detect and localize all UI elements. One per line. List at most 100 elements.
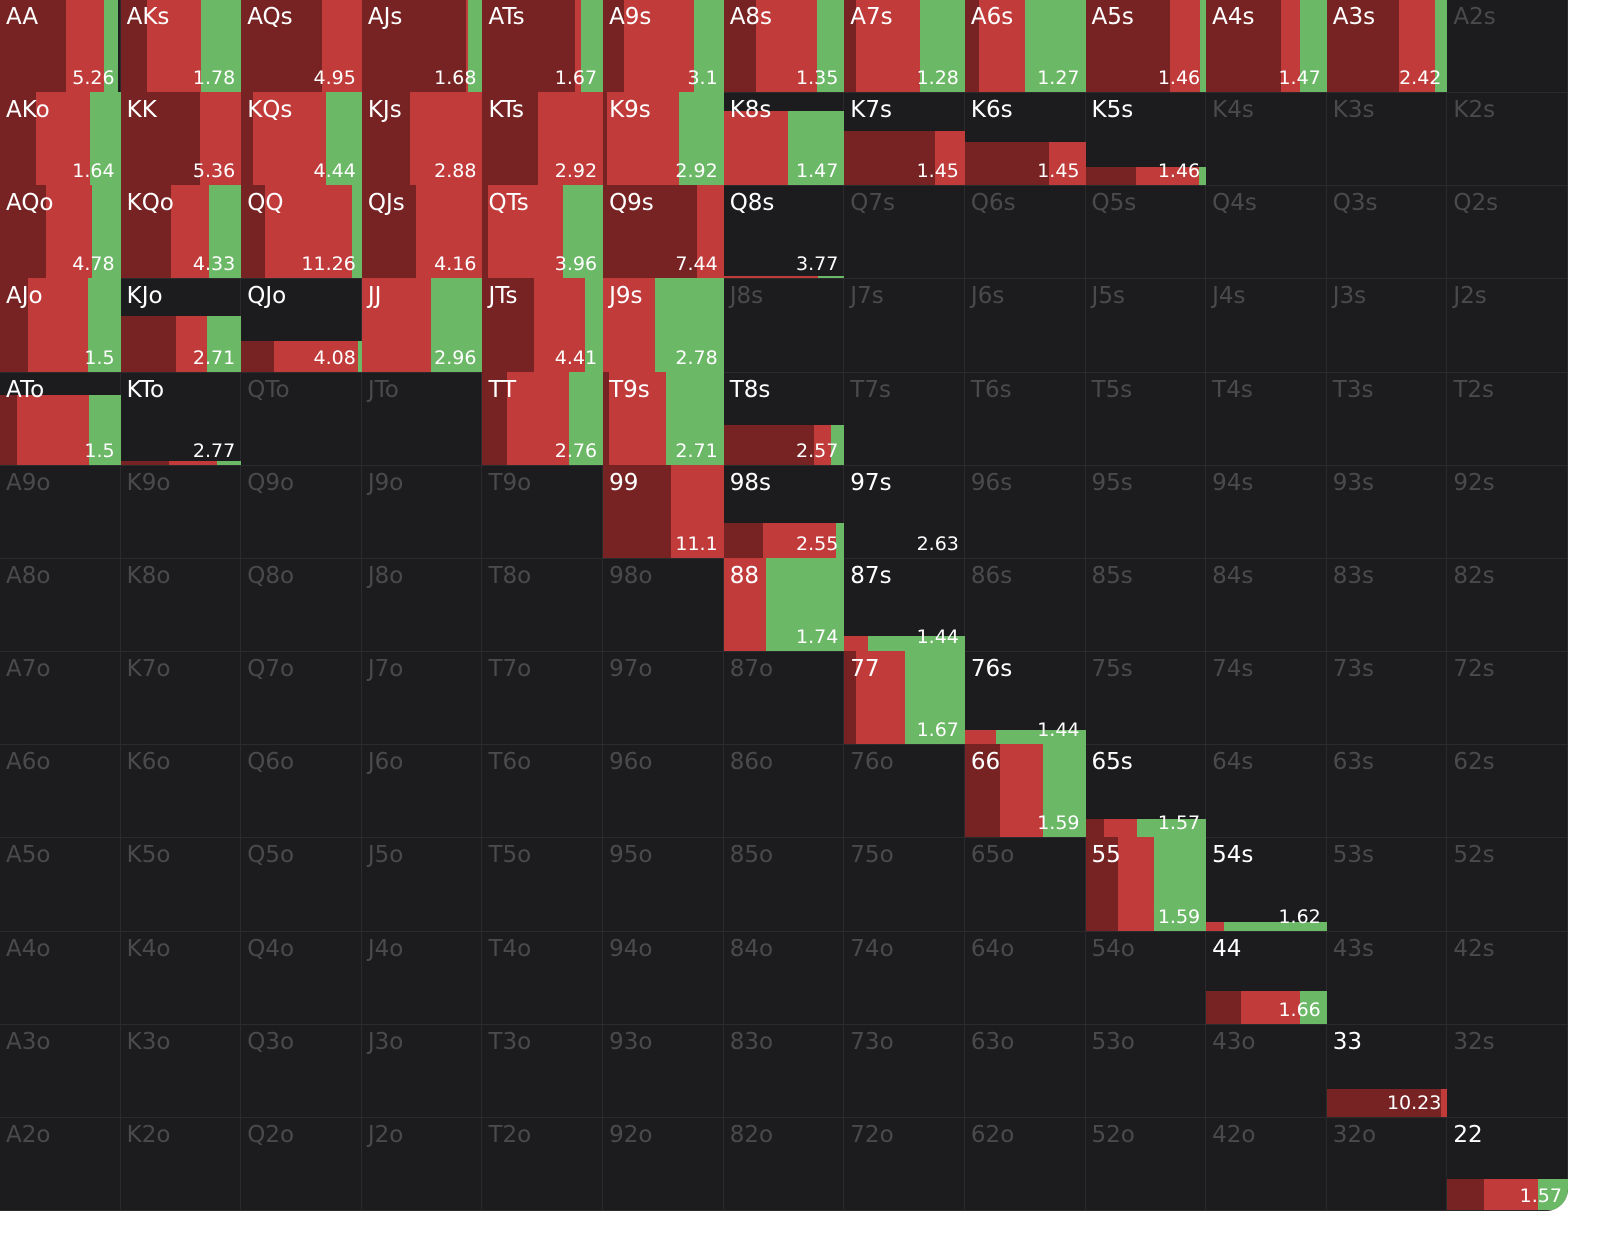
hand-cell: 99 11.1 — [603, 464, 724, 559]
hand-cell: AQs 4.95 — [241, 0, 362, 94]
hand-cell: JJ 2.96 — [361, 278, 483, 373]
frequency-segment — [1441, 1088, 1448, 1117]
hand-label: T8s — [729, 376, 771, 403]
frequency-segment — [482, 278, 535, 372]
frequency-segment — [88, 278, 121, 372]
hand-cell: 52s — [1447, 838, 1568, 932]
hand-cell: J4s — [1206, 279, 1327, 373]
hand-label: A7o — [6, 656, 51, 683]
hand-label: 62o — [970, 1121, 1015, 1148]
hand-label: 63o — [970, 1028, 1015, 1055]
frequency-segment — [844, 651, 857, 745]
frequency-segment — [979, 0, 1026, 93]
hand-value: 4.08 — [313, 346, 356, 369]
frequency-segment — [1103, 818, 1138, 838]
hand-cell: Q6s — [964, 186, 1086, 280]
hand-cell: 65s 1.57 — [1085, 745, 1207, 839]
hand-label: A6o — [6, 749, 51, 776]
hand-label: 64o — [970, 935, 1015, 962]
hand-label: J5s — [1091, 283, 1125, 310]
hand-label: T4o — [488, 935, 532, 962]
hand-cell: 87o — [723, 652, 845, 746]
hand-cell: AJs 1.68 — [361, 0, 483, 94]
hand-cell: 77 1.67 — [844, 651, 965, 746]
hand-label: 97s — [850, 469, 892, 496]
hand-label: JTs — [488, 283, 518, 310]
hand-value: 4.95 — [313, 67, 356, 90]
hand-cell: A7o — [0, 652, 121, 746]
frequency-segment — [934, 131, 965, 186]
hand-value: 4.44 — [313, 160, 356, 183]
hand-label: Q3o — [247, 1028, 295, 1055]
frequency-segment — [0, 394, 17, 465]
hand-label: J4o — [367, 935, 404, 962]
frequency-segment — [176, 315, 208, 372]
frequency-segment — [482, 92, 538, 186]
hand-cell: A7s 1.28 — [844, 0, 965, 94]
range-grid: AA 5.26 AKs 1.78 AQs 4.95 AJs 1.68 ATs 1.67 A9s 3.1… — [0, 0, 1568, 1211]
hand-value: 2.76 — [554, 439, 598, 462]
frequency-segment — [581, 0, 604, 93]
hand-cell: K5s 1.46 — [1085, 93, 1207, 187]
hand-cell: A6s 1.27 — [964, 0, 1086, 94]
frequency-segment — [1224, 922, 1327, 931]
hand-cell: K6s 1.45 — [964, 93, 1086, 187]
hand-cell: Q8o — [241, 558, 362, 653]
hand-value: 2.57 — [795, 439, 839, 462]
hand-value: 2.71 — [192, 346, 236, 369]
hand-label: ATs — [488, 4, 525, 30]
hand-label: K6o — [126, 749, 171, 776]
hand-cell: 63s — [1326, 745, 1448, 839]
hand-cell: KQo 4.33 — [120, 185, 242, 280]
hand-cell: K3s — [1326, 93, 1448, 187]
frequency-segment — [844, 131, 935, 186]
frequency-segment — [147, 0, 202, 93]
hand-cell: J3s — [1326, 279, 1448, 373]
frequency-segment — [964, 744, 1000, 838]
hand-value: 1.44 — [1037, 719, 1080, 742]
hand-label: T6o — [488, 749, 532, 776]
hand-value: 1.44 — [916, 626, 959, 649]
frequency-segment — [120, 315, 177, 372]
hand-cell: K3o — [120, 1024, 242, 1118]
hand-cell: T9o — [482, 465, 604, 559]
frequency-segment — [1537, 1179, 1568, 1210]
frequency-segment — [1198, 166, 1207, 186]
frequency-segment — [217, 461, 242, 465]
hand-label: A3s — [1332, 4, 1376, 30]
hand-label: Q5o — [247, 842, 295, 869]
hand-label: 73s — [1332, 656, 1375, 683]
hand-label: 74s — [1212, 656, 1254, 683]
frequency-segment — [168, 461, 218, 465]
hand-cell: Q2o — [241, 1117, 362, 1211]
hand-cell: J7o — [361, 652, 483, 746]
hand-value: 1.59 — [1037, 812, 1080, 835]
hand-label: AQo — [6, 190, 54, 217]
frequency-segment — [253, 92, 326, 186]
frequency-segment — [1300, 0, 1327, 93]
hand-cell: J9o — [361, 465, 483, 559]
hand-value: 4.33 — [192, 253, 236, 276]
hand-label: AJo — [6, 283, 43, 310]
hand-label: KK — [126, 97, 157, 124]
hand-cell: T4o — [482, 931, 604, 1025]
hand-label: K7s — [850, 97, 892, 124]
hand-cell: KK 5.36 — [120, 92, 242, 187]
hand-cell: 62o — [964, 1117, 1086, 1211]
frequency-segment — [1136, 166, 1199, 186]
hand-value: 2.92 — [675, 160, 718, 183]
hand-label: JJ — [367, 283, 382, 310]
frequency-segment — [1085, 166, 1137, 186]
frequency-segment — [1154, 837, 1207, 931]
frequency-segment — [0, 278, 28, 372]
frequency-segment — [208, 185, 242, 279]
hand-cell: J7s — [844, 279, 965, 373]
hand-cell: K9s 2.92 — [603, 92, 724, 187]
hand-value: 1.45 — [916, 160, 959, 183]
hand-label: 76s — [970, 656, 1013, 683]
frequency-segment — [817, 275, 845, 279]
frequency-segment — [361, 278, 431, 372]
hand-value: 1.45 — [1037, 160, 1080, 183]
hand-label: 85s — [1091, 562, 1133, 589]
hand-label: 52o — [1091, 1121, 1135, 1148]
